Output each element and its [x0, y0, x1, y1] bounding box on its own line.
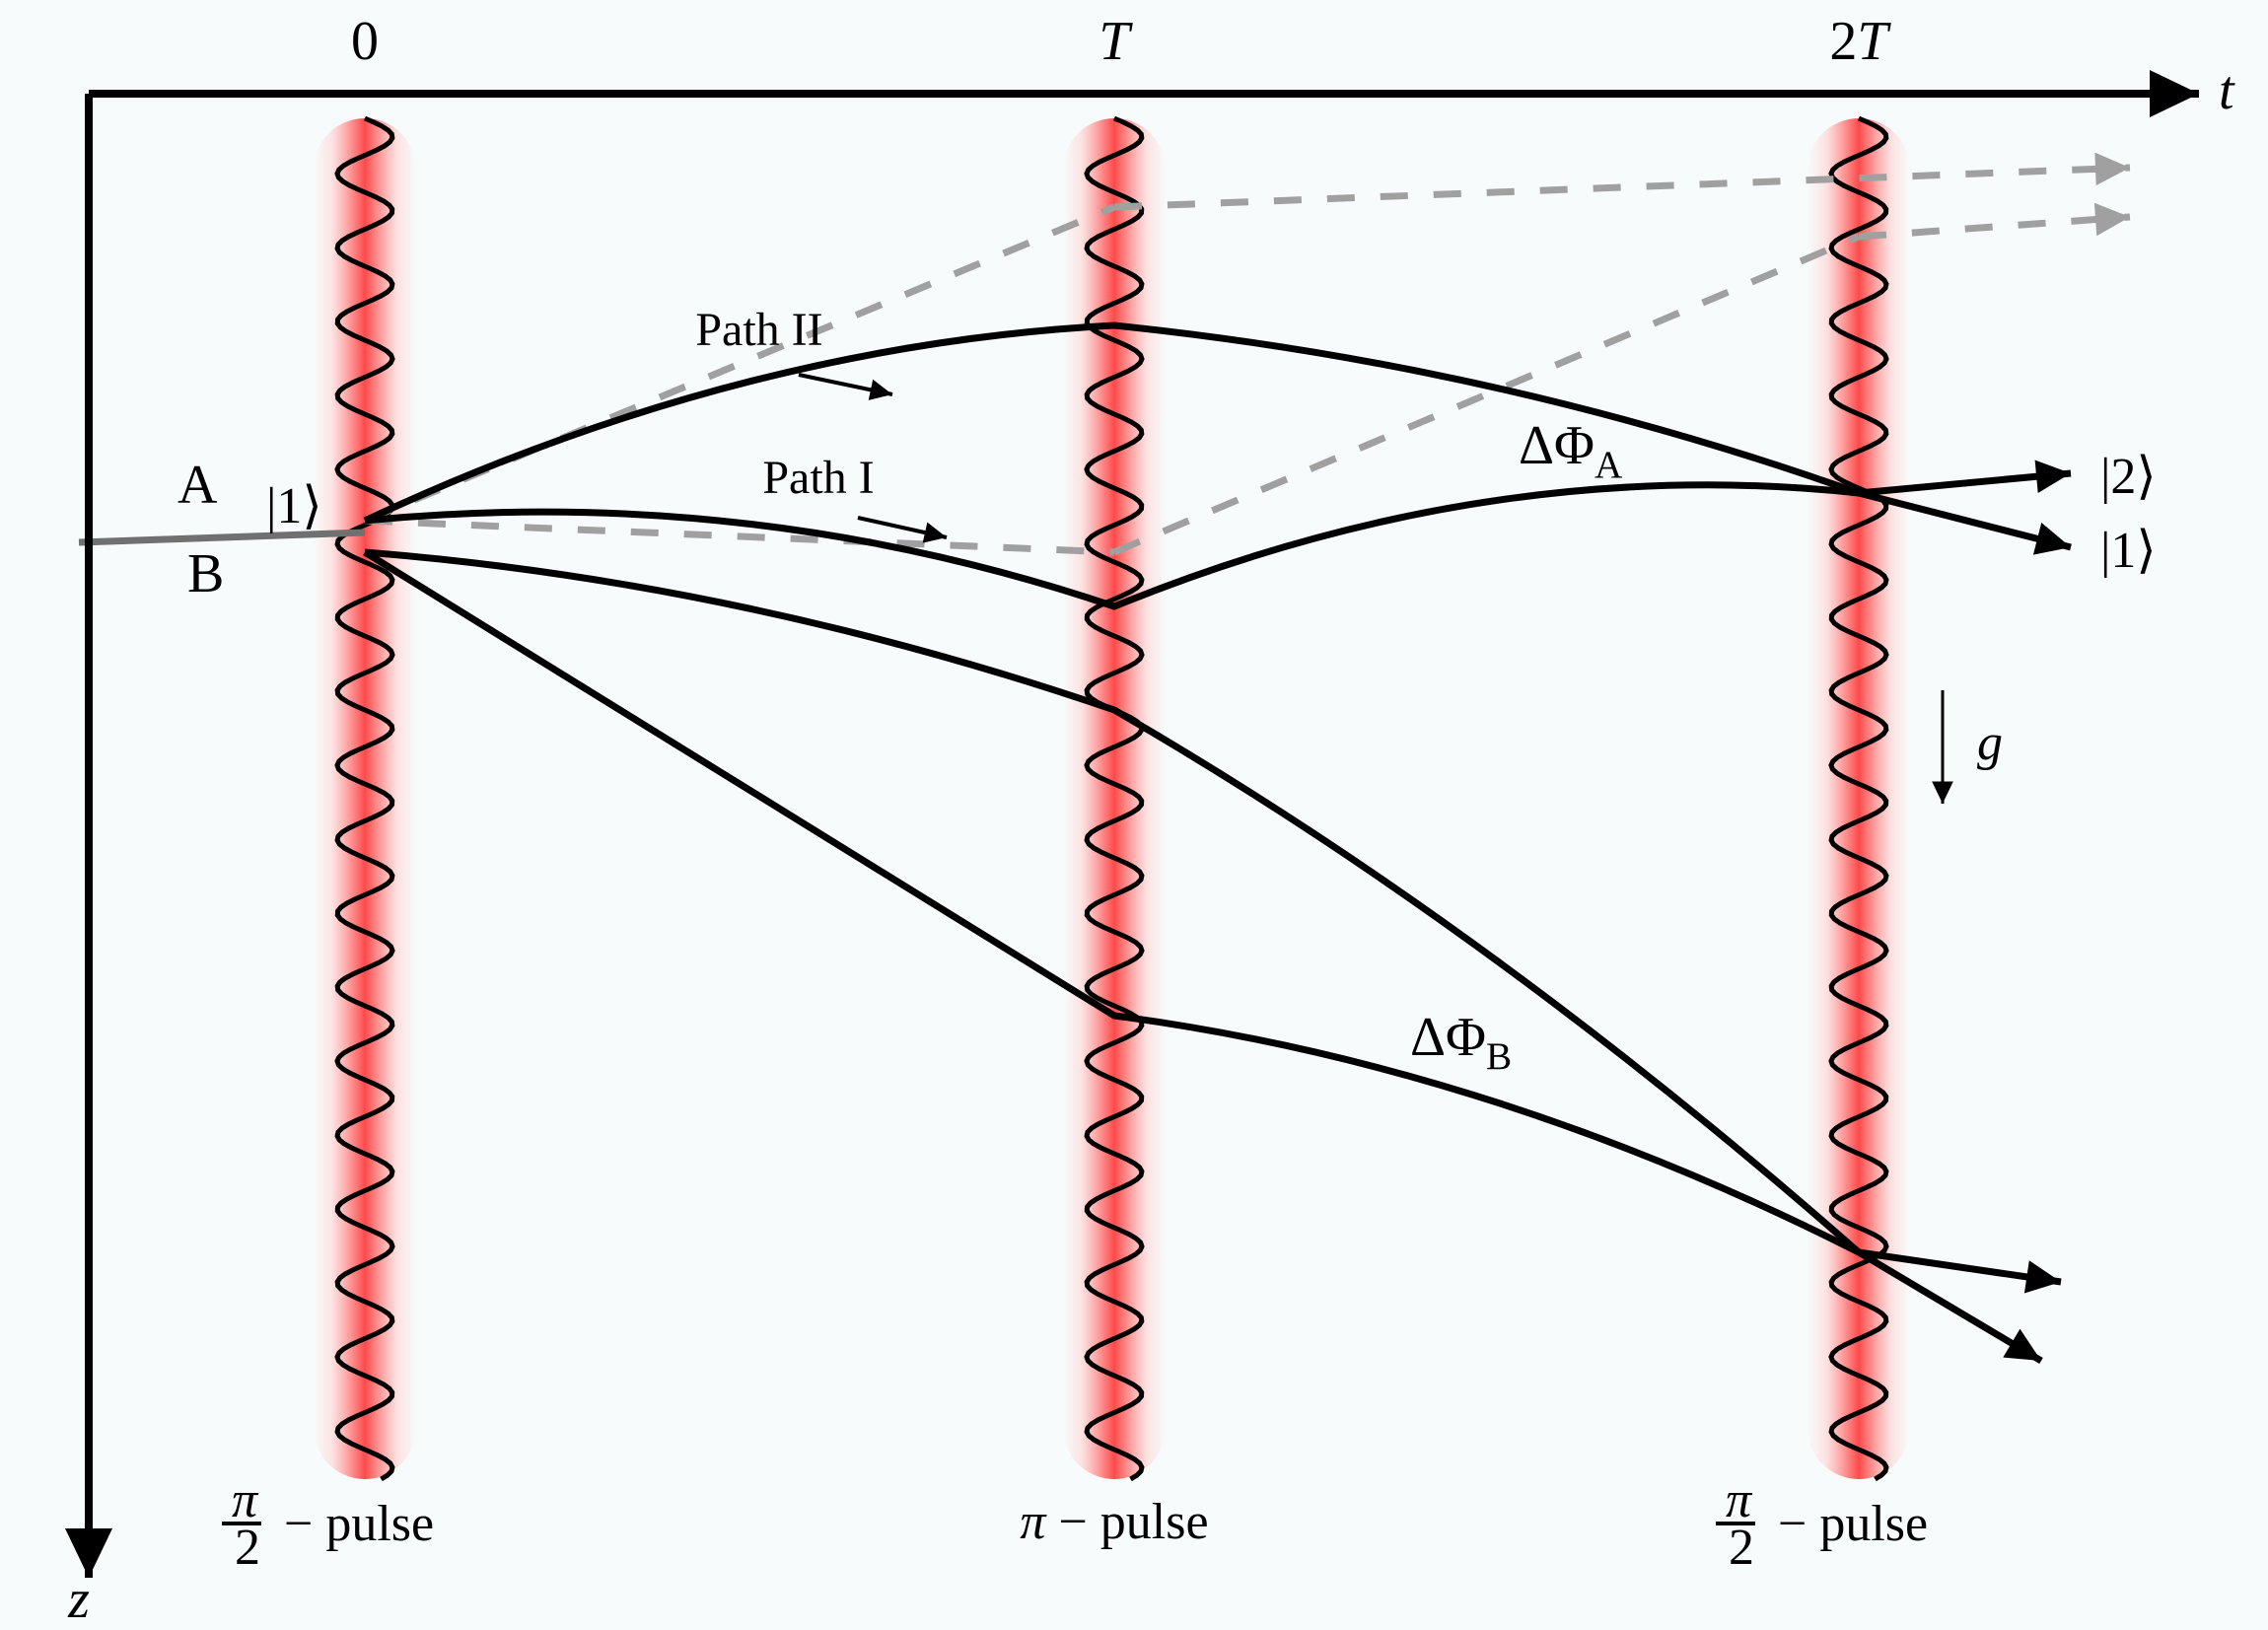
- interferometer-b: [365, 552, 2061, 1361]
- phase-label-B: ΔΦB: [1410, 1007, 1512, 1078]
- pulse-label-1: π − pulse: [1020, 1494, 1208, 1550]
- tick-T: T: [1099, 11, 1133, 72]
- state-2-right: |2⟩: [2100, 449, 2157, 505]
- isotope-b-label: B: [187, 543, 224, 604]
- tick-2T: 2T: [1829, 11, 1891, 72]
- gravity-label: g: [1977, 715, 2003, 771]
- state-1-left: |1⟩: [266, 478, 322, 534]
- ref-upper-seg2: [1114, 168, 2130, 207]
- tick-0: 0: [351, 11, 379, 72]
- isotope-labels: AB |1⟩: [177, 455, 322, 604]
- state-labels-right: |2⟩|1⟩: [2100, 449, 2157, 579]
- t-axis-label: t: [2219, 60, 2235, 121]
- pulse-labels: π2 − pulse π − pulse π2 − pulse: [222, 1472, 1928, 1576]
- path-label-I: Path I: [762, 452, 874, 504]
- pulse-label-2: π2 − pulse: [1726, 1472, 1928, 1576]
- pulse-label-0: π2 − pulse: [232, 1472, 434, 1576]
- z-axis-label: z: [67, 1569, 90, 1630]
- state-1-right: |1⟩: [2100, 523, 2157, 579]
- path-label-II: Path II: [695, 304, 822, 356]
- pulse-band-0: [314, 118, 416, 1479]
- phase-label-A: ΔΦA: [1519, 415, 1623, 486]
- path-labels: Path I Path II: [695, 304, 947, 543]
- gravity-indicator: g: [1932, 690, 2003, 804]
- isotope-a-label: A: [177, 455, 218, 516]
- tick-labels: 0 T 2T: [351, 11, 1891, 72]
